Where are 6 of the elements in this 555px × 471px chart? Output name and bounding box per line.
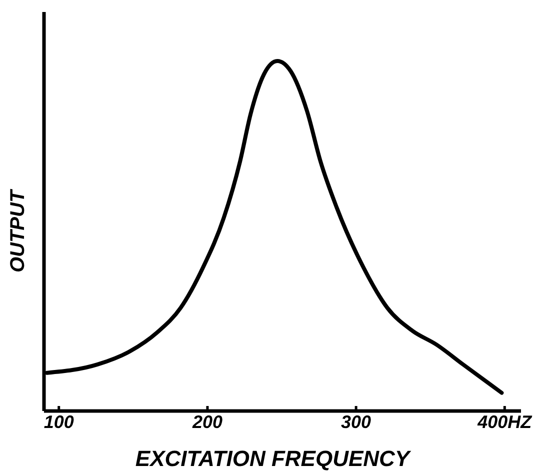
y-axis-title: OUTPUT: [7, 188, 29, 273]
x-tick-label: 300: [341, 412, 372, 432]
x-axis-title: EXCITATION FREQUENCY: [135, 446, 412, 471]
x-tick-label: 400HZ: [476, 412, 533, 432]
x-tick-label: 200: [191, 412, 222, 432]
x-tick-label: 100: [44, 412, 74, 432]
